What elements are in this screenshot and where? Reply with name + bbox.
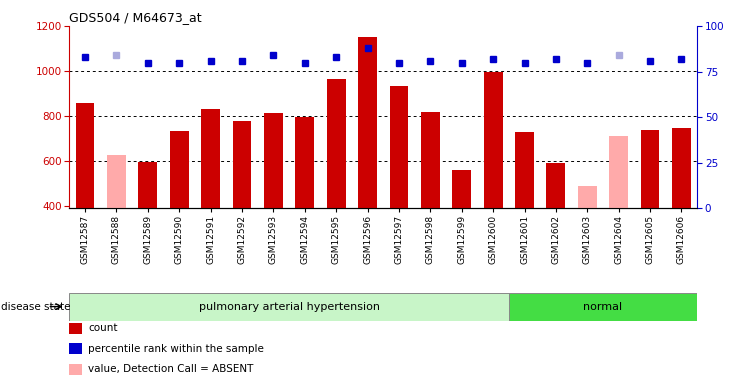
Bar (578, 186, 596, 208)
Text: count: count (88, 323, 118, 333)
Bar (515, 132, 534, 208)
Bar (547, 163, 565, 208)
Bar (139, 162, 157, 208)
Bar (69, 292, 509, 321)
Bar (610, 136, 628, 208)
Bar (170, 130, 188, 208)
Bar (107, 155, 126, 208)
Bar (358, 38, 377, 208)
Bar (201, 110, 220, 208)
Text: normal: normal (583, 302, 623, 312)
Bar (484, 72, 502, 208)
Bar (390, 86, 408, 208)
Bar (672, 128, 691, 208)
Bar (76, 103, 94, 208)
Text: pulmonary arterial hypertension: pulmonary arterial hypertension (199, 302, 380, 312)
Bar (641, 129, 659, 208)
Bar (509, 292, 697, 321)
Bar (327, 79, 345, 208)
Text: disease state: disease state (1, 302, 70, 312)
Bar (264, 113, 283, 208)
Bar (421, 112, 439, 208)
Text: value, Detection Call = ABSENT: value, Detection Call = ABSENT (88, 364, 254, 374)
Text: GDS504 / M64673_at: GDS504 / M64673_at (69, 11, 202, 24)
Bar (453, 170, 471, 208)
Bar (296, 117, 314, 208)
Text: percentile rank within the sample: percentile rank within the sample (88, 344, 264, 354)
Bar (233, 120, 251, 208)
